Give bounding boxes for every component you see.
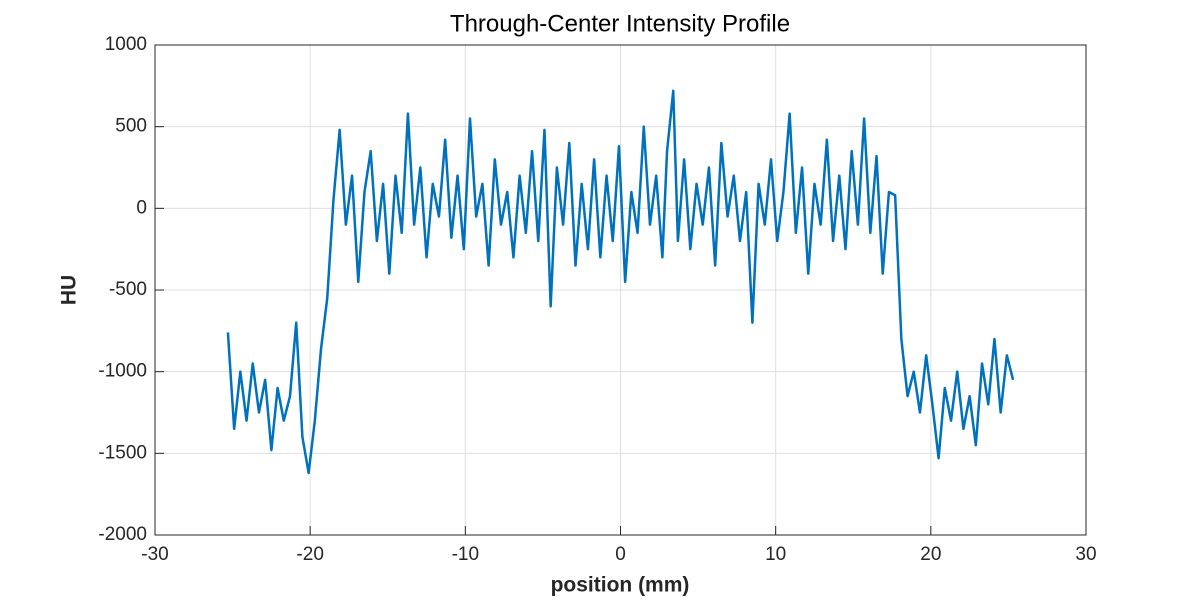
y-tick-label: -500	[109, 279, 147, 300]
y-tick-label: 500	[115, 116, 147, 137]
x-tick-label: 0	[615, 544, 626, 565]
y-tick-label: 0	[136, 197, 147, 218]
x-tick-label: 10	[765, 544, 786, 565]
x-tick-label: 20	[920, 544, 941, 565]
y-tick-label: -1000	[98, 361, 147, 382]
data-line	[226, 89, 1015, 475]
x-tick-label: -20	[296, 544, 323, 565]
x-axis-label: position (mm)	[551, 574, 690, 597]
y-tick-label: -1500	[98, 442, 147, 463]
x-tick-label: -30	[141, 544, 168, 565]
y-tick-label: 1000	[105, 34, 147, 55]
y-axis-label: HU	[58, 275, 81, 305]
x-tick-label: -10	[452, 544, 479, 565]
axes-box	[154, 44, 1087, 536]
x-tick-label: 30	[1075, 544, 1096, 565]
chart-title: Through-Center Intensity Profile	[450, 10, 790, 37]
y-tick-label: -2000	[98, 524, 147, 545]
